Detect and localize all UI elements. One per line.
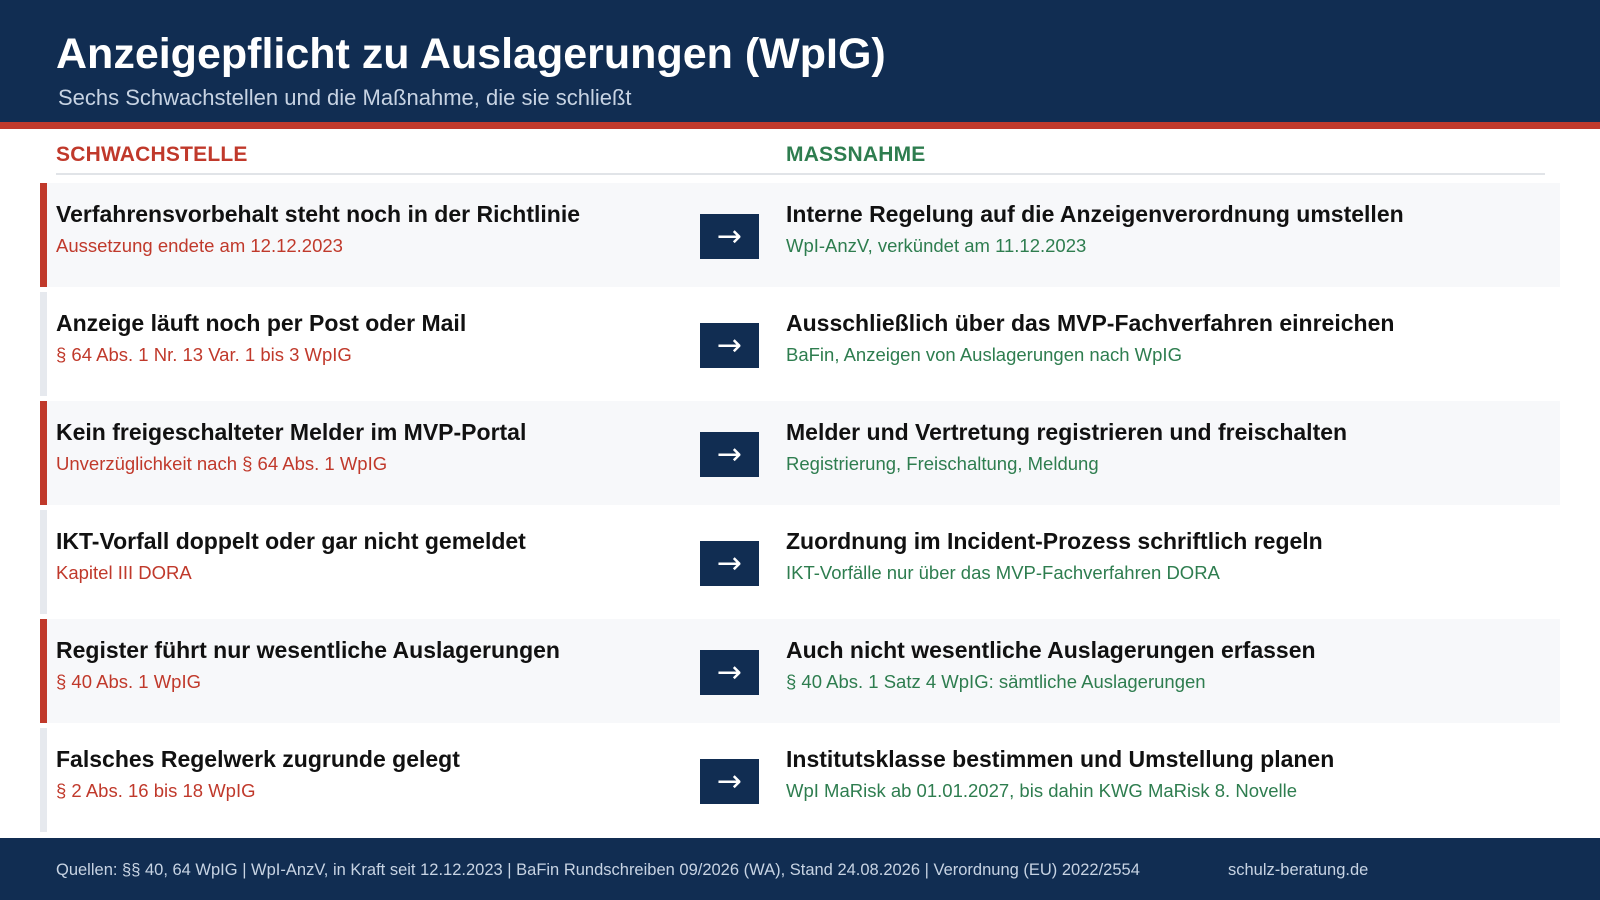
- right-arrow-icon: →: [700, 541, 759, 586]
- column-header-divider: [56, 173, 1545, 175]
- accent-divider: [0, 122, 1600, 129]
- weakness-reference: § 2 Abs. 16 bis 18 WpIG: [56, 780, 256, 801]
- list-item: Falsches Regelwerk zugrunde gelegt § 2 Ab…: [40, 728, 1560, 832]
- measure-reference: Registrierung, Freischaltung, Meldung: [786, 453, 1099, 474]
- list-item: Verfahrensvorbehalt steht noch in der Ri…: [40, 183, 1560, 287]
- weakness-reference: Aussetzung endete am 12.12.2023: [56, 235, 343, 256]
- measure-title: Zuordnung im Incident-Prozess schriftlic…: [786, 528, 1323, 554]
- weakness-title: Kein freigeschalteter Melder im MVP-Port…: [56, 419, 527, 445]
- measure-title: Interne Regelung auf die Anzeigenverordn…: [786, 201, 1404, 227]
- weakness-reference: § 64 Abs. 1 Nr. 13 Var. 1 bis 3 WpIG: [56, 344, 352, 365]
- weakness-reference: Unverzüglichkeit nach § 64 Abs. 1 WpIG: [56, 453, 388, 474]
- row-accent-bar: [40, 510, 47, 614]
- right-arrow-icon: →: [700, 214, 759, 259]
- list-item: Anzeige läuft noch per Post oder Mail § 6…: [40, 292, 1560, 396]
- page-subtitle: Sechs Schwachstellen und die Maßnahme, d…: [58, 85, 632, 110]
- measure-title: Ausschließlich über das MVP-Fachverfahre…: [786, 310, 1395, 336]
- right-arrow-icon: →: [700, 432, 759, 477]
- header-banner: Anzeigepflicht zu Auslagerungen (WpIG) S…: [0, 0, 1600, 122]
- website-link[interactable]: schulz-beratung.de: [1228, 861, 1369, 879]
- weakness-title: IKT-Vorfall doppelt oder gar nicht gemel…: [56, 528, 526, 554]
- row-accent-bar: [40, 292, 47, 396]
- list-item: Register führt nur wesentliche Auslageru…: [40, 619, 1560, 723]
- measure-reference: WpI MaRisk ab 01.01.2027, bis dahin KWG …: [786, 780, 1298, 801]
- measure-reference: WpI-AnzV, verkündet am 11.12.2023: [786, 235, 1087, 256]
- column-header-measure: MASSNAHME: [786, 143, 926, 166]
- weakness-title: Falsches Regelwerk zugrunde gelegt: [56, 746, 460, 772]
- page-title: Anzeigepflicht zu Auslagerungen (WpIG): [56, 30, 886, 78]
- weakness-reference: Kapitel III DORA: [56, 562, 192, 583]
- weakness-title: Verfahrensvorbehalt steht noch in der Ri…: [56, 201, 581, 227]
- right-arrow-icon: →: [700, 650, 759, 695]
- right-arrow-icon: →: [700, 323, 759, 368]
- list-item: IKT-Vorfall doppelt oder gar nicht gemel…: [40, 510, 1560, 614]
- row-accent-bar: [40, 619, 47, 723]
- right-arrow-icon: →: [700, 759, 759, 804]
- measure-reference: BaFin, Anzeigen von Auslagerungen nach W…: [786, 344, 1182, 365]
- row-accent-bar: [40, 401, 47, 505]
- measure-title: Institutsklasse bestimmen und Umstellung…: [786, 746, 1335, 772]
- measure-title: Melder und Vertretung registrieren und f…: [786, 419, 1348, 445]
- row-accent-bar: [40, 728, 47, 832]
- sources-note: Quellen: §§ 40, 64 WpIG | WpI-AnzV, in K…: [56, 861, 1140, 879]
- weakness-title: Anzeige läuft noch per Post oder Mail: [56, 310, 467, 336]
- measure-reference: § 40 Abs. 1 Satz 4 WpIG: sämtliche Ausla…: [786, 671, 1206, 692]
- row-accent-bar: [40, 183, 47, 287]
- column-header-weakness: SCHWACHSTELLE: [56, 143, 248, 166]
- measure-reference: IKT-Vorfälle nur über das MVP-Fachverfah…: [786, 562, 1220, 583]
- weakness-measure-list: Verfahrensvorbehalt steht noch in der Ri…: [40, 183, 1560, 837]
- list-item: Kein freigeschalteter Melder im MVP-Port…: [40, 401, 1560, 505]
- weakness-title: Register führt nur wesentliche Auslageru…: [56, 637, 560, 663]
- weakness-reference: § 40 Abs. 1 WpIG: [56, 671, 201, 692]
- footer: Quellen: §§ 40, 64 WpIG | WpI-AnzV, in K…: [0, 838, 1600, 900]
- measure-title: Auch nicht wesentliche Auslagerungen erf…: [786, 637, 1316, 663]
